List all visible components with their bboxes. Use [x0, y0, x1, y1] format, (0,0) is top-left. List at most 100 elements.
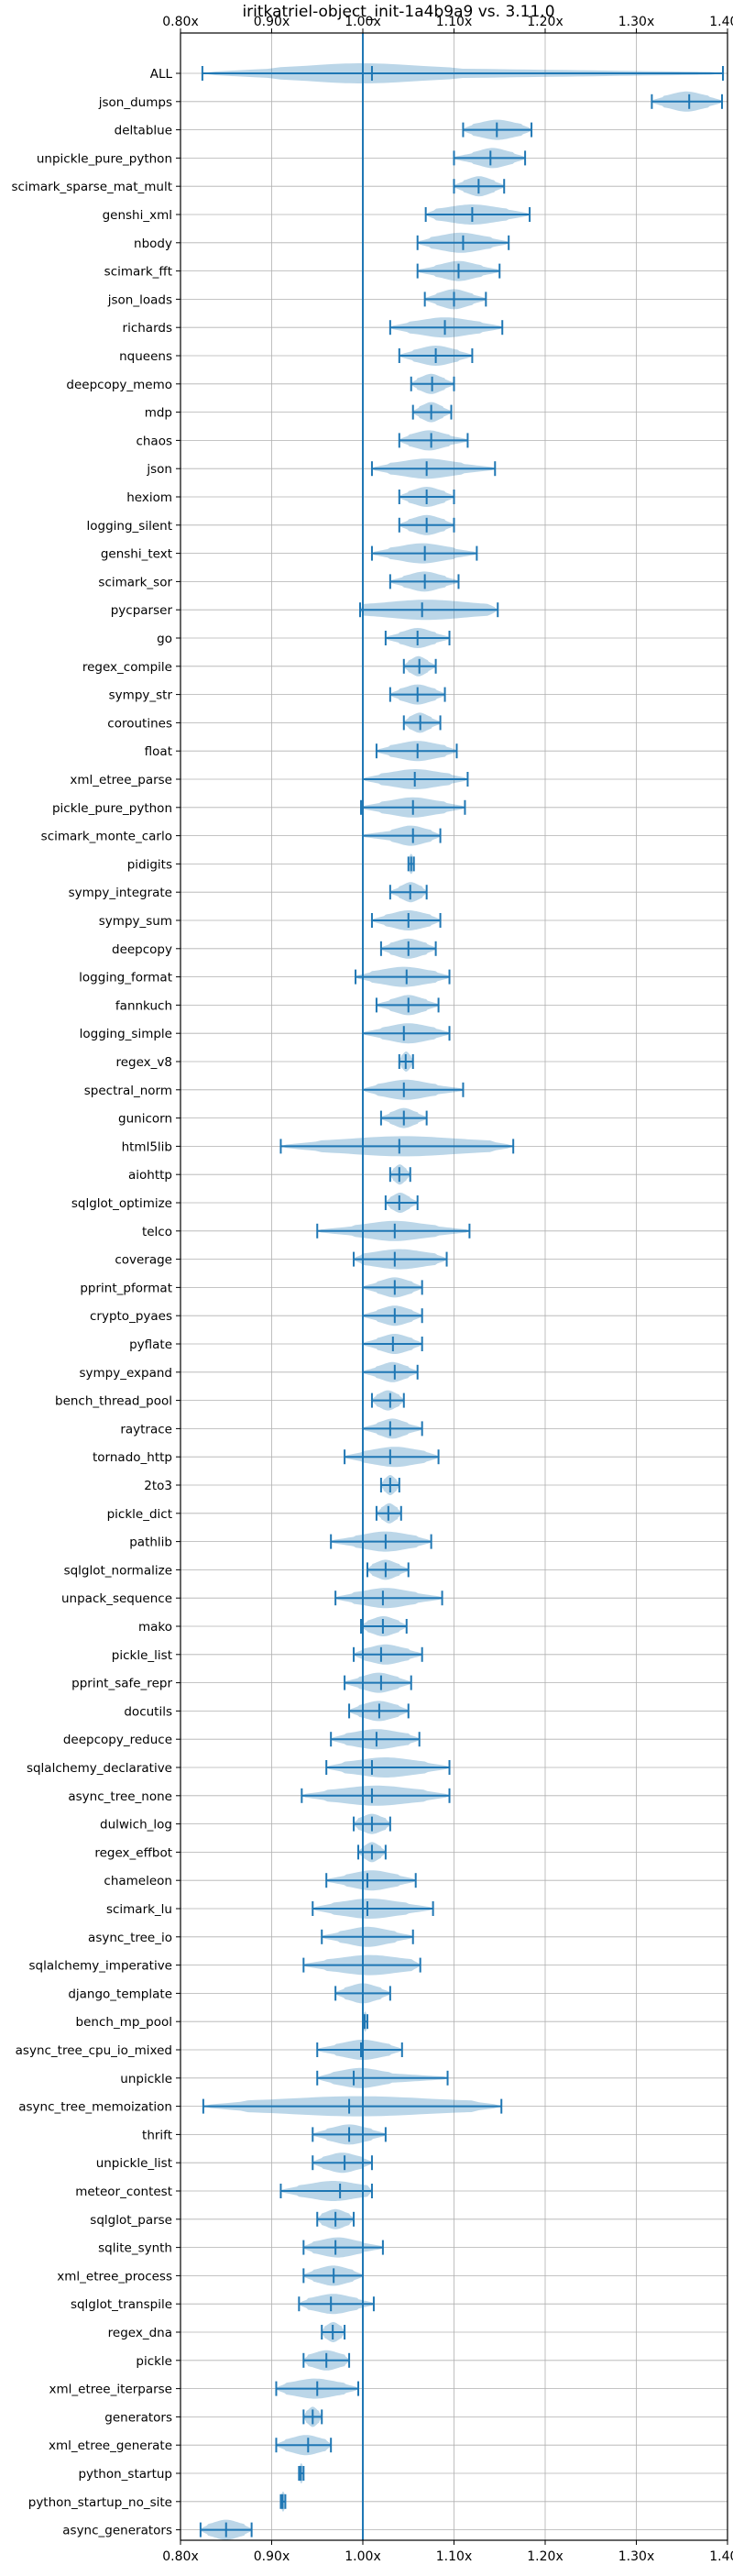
category-label: xml_etree_iterparse [49, 2383, 173, 2397]
category-label: telco [142, 1225, 172, 1239]
x-tick-label-top: 1.40x [709, 15, 733, 29]
category-label: chaos [136, 434, 172, 448]
category-label: sympy_expand [79, 1366, 172, 1381]
category-label: coverage [115, 1253, 172, 1268]
category-label: django_template [68, 1987, 172, 2001]
category-label: async_tree_memoization [18, 2100, 172, 2115]
category-label: regex_v8 [115, 1055, 172, 1070]
category-label: aiohttp [128, 1168, 172, 1183]
category-label: scimark_sor [98, 575, 172, 589]
category-label: sqlglot_normalize [64, 1563, 172, 1578]
axis-layer: 0.80x 0.80x 0.90x 0.90x 1.00x 1.00x 1.10x 1.10x… [162, 15, 733, 2564]
category-label: meteor_contest [75, 2185, 172, 2199]
category-label: genshi_xml [103, 208, 172, 223]
category-label: xml_etree_parse [70, 773, 172, 787]
category-label: pickle_dict [107, 1507, 172, 1522]
category-label: deepcopy_memo [66, 378, 172, 392]
category-label: html5lib [122, 1139, 172, 1154]
category-label: chameleon [104, 1874, 172, 1888]
category-label: json_loads [107, 292, 172, 307]
category-label: xml_etree_generate [49, 2438, 172, 2453]
category-label: pycparser [111, 603, 173, 618]
category-label: json [146, 462, 172, 477]
category-label: spectral_norm [84, 1084, 172, 1098]
category-label: richards [123, 321, 172, 336]
category-label: unpickle_pure_python [37, 151, 172, 166]
category-label: gunicorn [118, 1112, 172, 1127]
category-label: hexiom [126, 490, 172, 505]
violin-layer [199, 63, 725, 2540]
category-label: nqueens [119, 349, 172, 364]
category-label: fannkuch [115, 998, 172, 1013]
category-label: unpickle_list [96, 2156, 172, 2171]
category-label: async_tree_cpu_io_mixed [16, 2043, 172, 2058]
x-tick-label-bottom: 0.80x [162, 2549, 198, 2564]
category-label: crypto_pyaes [90, 1309, 172, 1324]
x-tick-label-bottom: 1.40x [709, 2549, 733, 2564]
category-label: regex_dna [108, 2326, 172, 2340]
grid-lines [180, 33, 728, 2540]
category-label: bench_mp_pool [76, 2015, 172, 2030]
category-label: 2to3 [144, 1479, 172, 1493]
category-label: pickle_pure_python [52, 801, 172, 816]
category-label: sympy_integrate [69, 886, 172, 900]
category-label: scimark_lu [106, 1902, 172, 1917]
category-label: python_startup_no_site [28, 2495, 172, 2510]
category-label: scimark_monte_carlo [41, 830, 172, 844]
category-label: async_tree_none [68, 1789, 172, 1804]
category-label: pidigits [127, 857, 172, 872]
category-label: pathlib [129, 1536, 172, 1550]
category-label: sqlite_synth [98, 2241, 172, 2256]
category-label: pyflate [129, 1338, 172, 1352]
category-label: genshi_text [101, 547, 172, 562]
category-labels: ALL json_dumps deltablue unpickle_pure_pyth… [12, 67, 173, 2538]
chart-title: iritkatriel-object_init-1a4b9a9 vs. 3.11… [242, 3, 554, 21]
category-label: thrift [142, 2128, 172, 2142]
category-label: ALL [150, 67, 173, 82]
x-tick-label-top: 0.80x [162, 15, 198, 29]
category-label: pickle_list [112, 1648, 172, 1663]
category-label: logging_format [79, 971, 172, 985]
x-tick-label-top: 1.20x [527, 15, 563, 29]
category-label: logging_simple [80, 1027, 172, 1041]
x-tick-label-bottom: 1.30x [618, 2549, 654, 2564]
x-tick-label-top: 1.00x [345, 15, 380, 29]
category-label: pprint_safe_repr [71, 1677, 172, 1691]
category-label: sqlglot_parse [90, 2213, 172, 2228]
category-label: dulwich_log [100, 1818, 172, 1833]
category-label: tornado_http [93, 1450, 172, 1465]
category-label: sqlglot_transpile [71, 2297, 172, 2312]
category-label: pickle [136, 2354, 172, 2369]
x-tick-label-bottom: 1.00x [345, 2549, 380, 2564]
x-tick-label-top: 0.90x [254, 15, 290, 29]
category-label: sqlglot_optimize [71, 1196, 172, 1211]
category-label: regex_compile [82, 660, 172, 675]
category-label: deepcopy [112, 942, 172, 957]
category-label: async_tree_io [88, 1931, 172, 1945]
category-label: deltablue [115, 124, 172, 138]
category-label: pprint_pformat [80, 1281, 172, 1295]
x-tick-label-top: 1.30x [618, 15, 654, 29]
category-label: mdp [145, 406, 172, 421]
category-label: bench_thread_pool [55, 1394, 172, 1409]
category-label: sqlalchemy_declarative [27, 1761, 172, 1776]
category-label: scimark_fft [104, 265, 172, 280]
category-label: sympy_sum [99, 914, 172, 929]
plot-frame [180, 32, 728, 2541]
x-tick-label-bottom: 1.10x [436, 2549, 472, 2564]
category-label: logging_silent [87, 519, 172, 534]
category-label: xml_etree_process [57, 2269, 172, 2284]
category-label: deepcopy_reduce [63, 1733, 172, 1747]
category-label: unpickle [120, 2072, 172, 2086]
category-label: nbody [134, 237, 172, 251]
category-label: mako [138, 1620, 172, 1635]
category-label: go [157, 632, 172, 646]
category-label: sympy_str [109, 688, 173, 703]
x-tick-label-bottom: 1.20x [527, 2549, 563, 2564]
category-label: float [145, 744, 172, 759]
category-label: json_dumps [98, 95, 172, 110]
x-tick-label-bottom: 0.90x [254, 2549, 290, 2564]
category-label: unpack_sequence [61, 1591, 172, 1606]
category-label: sqlalchemy_imperative [29, 1959, 173, 1974]
